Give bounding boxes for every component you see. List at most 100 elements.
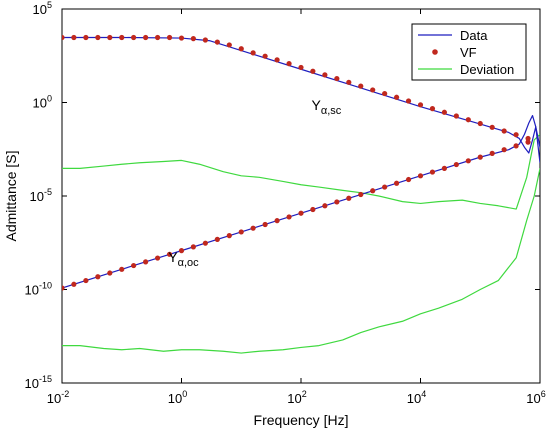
vf-point	[525, 135, 531, 142]
axis-labels: Frequency [Hz] Admittance [S]	[3, 150, 348, 428]
vf-point	[525, 139, 531, 145]
x-tick-label: 102	[287, 389, 306, 406]
vf-point	[166, 34, 173, 41]
vf-point	[154, 34, 161, 41]
x-axis-label: Frequency [Hz]	[254, 412, 349, 428]
vf-point	[143, 34, 149, 41]
vf-point	[143, 259, 149, 265]
vf-point	[71, 34, 77, 41]
vf-point	[346, 79, 352, 85]
vf-point	[465, 158, 471, 164]
vf-point	[83, 277, 89, 284]
vf-point	[346, 195, 352, 201]
vf-point	[310, 206, 316, 213]
vf-point	[119, 266, 125, 272]
vf-point	[62, 34, 65, 41]
curve-label-subscript: α,sc	[321, 105, 342, 117]
vf-point	[453, 161, 459, 168]
vf-point	[274, 218, 280, 224]
vf-point	[417, 173, 424, 179]
vf-point	[358, 191, 364, 198]
vf-point	[370, 87, 376, 93]
vf-point	[214, 39, 220, 45]
vf-point	[238, 46, 244, 52]
y-tick-label: 10-15	[25, 374, 52, 391]
vf-point	[95, 274, 101, 280]
vf-point	[513, 132, 519, 138]
x-tick-exponent: 6	[541, 389, 546, 399]
vf-y-alpha-sc-markers	[62, 34, 531, 142]
vf-point	[190, 36, 196, 42]
vf-point	[226, 42, 232, 48]
legend-entry: VF	[432, 45, 477, 60]
vf-point	[178, 248, 185, 254]
deviation-y-alpha-oc-line	[62, 168, 540, 354]
vf-point	[119, 34, 125, 41]
x-tick-label: 106	[526, 389, 545, 406]
vf-point	[250, 50, 256, 56]
x-tick-label: 100	[168, 389, 187, 406]
legend-label: Deviation	[460, 62, 514, 77]
x-tick-exponent: 4	[421, 389, 426, 399]
vf-point	[322, 72, 328, 78]
x-tick-exponent: 0	[182, 389, 187, 399]
vf-point	[298, 210, 304, 216]
vf-point	[382, 90, 388, 97]
vf-point	[310, 68, 316, 74]
axis-ticks: 10-2 100 102 104 106 10-15 10-10 10-5 100 105	[25, 0, 546, 406]
vf-point	[382, 184, 388, 190]
vf-point	[298, 64, 304, 71]
vf-point	[107, 270, 113, 276]
vf-point	[489, 124, 495, 130]
curve-label-subscript: α,oc	[178, 257, 200, 269]
vf-point	[286, 61, 292, 67]
vf-point	[322, 203, 328, 209]
vf-point	[334, 75, 340, 82]
legend-entry: Data	[418, 28, 488, 43]
vf-point	[429, 169, 436, 175]
y-axis-label: Admittance [S]	[3, 150, 19, 241]
vf-point	[62, 285, 65, 291]
y-tick-exponent: 0	[47, 94, 52, 104]
y-tick-label: 10-10	[25, 281, 52, 298]
vf-point	[226, 233, 232, 239]
deviation-y-alpha-sc-line	[62, 133, 540, 210]
legend-label: Data	[460, 28, 488, 43]
legend-swatch-dot	[432, 49, 438, 55]
series-layer	[62, 34, 540, 354]
vf-point	[405, 98, 412, 104]
y-tick-exponent: -15	[39, 374, 52, 384]
vf-point	[250, 225, 256, 231]
vf-point	[441, 165, 448, 171]
vf-point	[190, 244, 196, 250]
x-tick-exponent: -2	[61, 389, 69, 399]
vf-point	[513, 143, 519, 149]
legend-entry: Deviation	[418, 62, 514, 77]
y-tick-label: 10-5	[30, 187, 52, 204]
vf-point	[202, 37, 208, 43]
vf-point	[370, 188, 376, 194]
vf-point	[131, 262, 137, 269]
vf-point	[465, 117, 471, 123]
vf-point	[71, 281, 77, 287]
vf-point	[166, 251, 173, 257]
vf-point	[393, 94, 400, 100]
legend-label: VF	[460, 45, 477, 60]
vf-point	[202, 240, 208, 246]
y-tick-exponent: -10	[39, 281, 52, 291]
y-tick-label: 100	[33, 94, 52, 111]
vf-point	[262, 53, 268, 59]
x-tick-exponent: 2	[302, 389, 307, 399]
vf-point	[334, 199, 340, 205]
vf-point	[131, 34, 137, 41]
x-tick-label: 10-2	[47, 389, 69, 406]
vf-point	[501, 147, 507, 153]
y-tick-label: 105	[33, 0, 52, 17]
vf-point	[83, 34, 89, 41]
vf-point	[214, 236, 220, 242]
y-tick-exponent: 5	[47, 0, 52, 10]
vf-point	[477, 154, 483, 160]
vf-point	[429, 106, 436, 112]
vf-point	[489, 150, 495, 156]
